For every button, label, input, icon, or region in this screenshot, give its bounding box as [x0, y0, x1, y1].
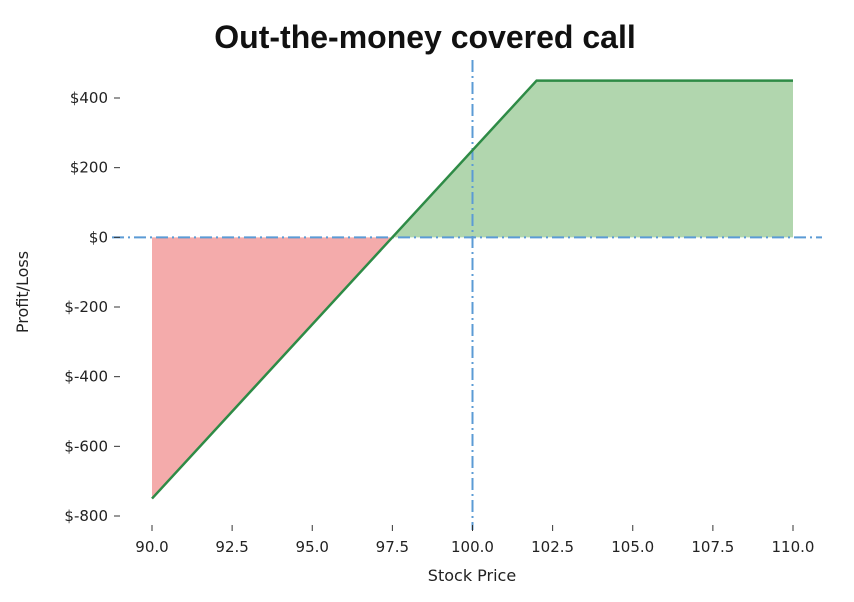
y-axis-label: Profit/Loss — [13, 251, 32, 333]
y-tick-label: $400 — [70, 89, 108, 107]
chart-title: Out-the-money covered call — [214, 19, 635, 55]
series-lines — [151, 79, 793, 500]
y-tick-label: $-200 — [64, 298, 108, 316]
y-tick-label: $-600 — [64, 437, 108, 455]
y-tick-label: $200 — [70, 159, 108, 177]
y-tick-label: $0 — [89, 228, 108, 246]
profit-area — [392, 80, 793, 238]
x-axis-label: Stock Price — [428, 566, 516, 585]
y-tick-label: $-400 — [64, 368, 108, 386]
x-tick-label: 100.0 — [451, 538, 494, 556]
x-tick-label: 110.0 — [772, 538, 815, 556]
x-axis: 90.0 92.5 95.0 97.5 100.0 102.5 105.0 107.5 110.… — [135, 525, 814, 556]
x-tick-label: 102.5 — [531, 538, 574, 556]
x-tick-label: 90.0 — [135, 538, 168, 556]
x-tick-label: 92.5 — [215, 538, 248, 556]
x-tick-label: 95.0 — [296, 538, 329, 556]
y-axis: $400 $200 $0 $-200 $-400 $-600 $-800 — [64, 89, 120, 525]
y-tick-label: $-800 — [64, 507, 108, 525]
x-tick-label: 107.5 — [691, 538, 734, 556]
x-tick-label: 97.5 — [376, 538, 409, 556]
reference-lines — [112, 60, 822, 530]
x-tick-label: 105.0 — [611, 538, 654, 556]
payoff-line — [151, 79, 793, 500]
